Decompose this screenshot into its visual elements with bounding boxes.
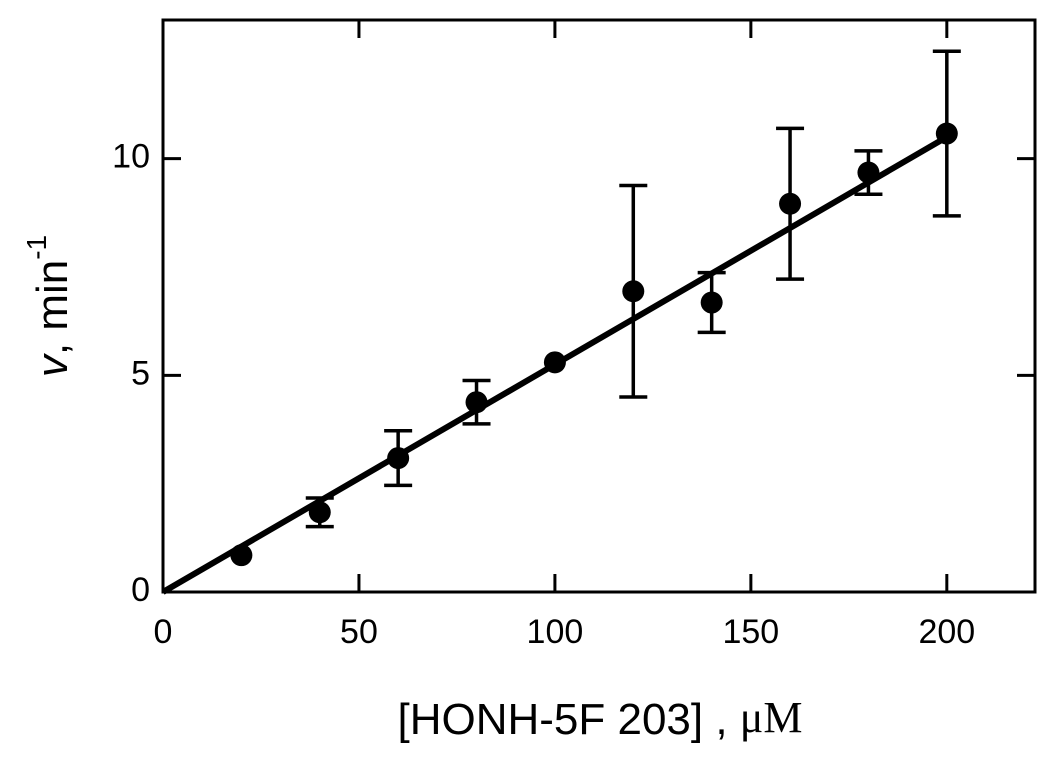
x-tick-label: 100 — [527, 613, 584, 651]
y-tick-label: 5 — [131, 354, 150, 392]
data-point — [465, 391, 488, 414]
x-axis-label: [HONH-5F 203] , μM — [397, 693, 802, 744]
y-axis-label: v, min-1 — [21, 235, 76, 377]
x-tick-label: 50 — [340, 613, 378, 651]
x-tick-label: 0 — [154, 613, 173, 651]
plot-frame — [161, 18, 1037, 594]
data-point — [543, 351, 566, 374]
data-point — [700, 291, 723, 314]
x-label-unit: μM — [740, 693, 803, 742]
x-tick-label: 200 — [918, 613, 975, 651]
data-point — [935, 122, 958, 145]
y-label-exp: -1 — [21, 235, 52, 260]
y-tick-label: 10 — [112, 138, 150, 176]
data-point — [622, 280, 645, 303]
x-tick-label: 150 — [722, 613, 779, 651]
data-point — [387, 447, 410, 470]
y-label-var: v — [28, 352, 77, 377]
data-point — [857, 161, 880, 184]
x-label-text: [HONH-5F 203] , — [397, 695, 739, 744]
y-tick-label: 0 — [131, 571, 150, 609]
data-point — [230, 544, 253, 567]
y-label-unit: , min — [28, 260, 77, 355]
data-point — [308, 501, 331, 524]
data-point — [779, 192, 802, 215]
